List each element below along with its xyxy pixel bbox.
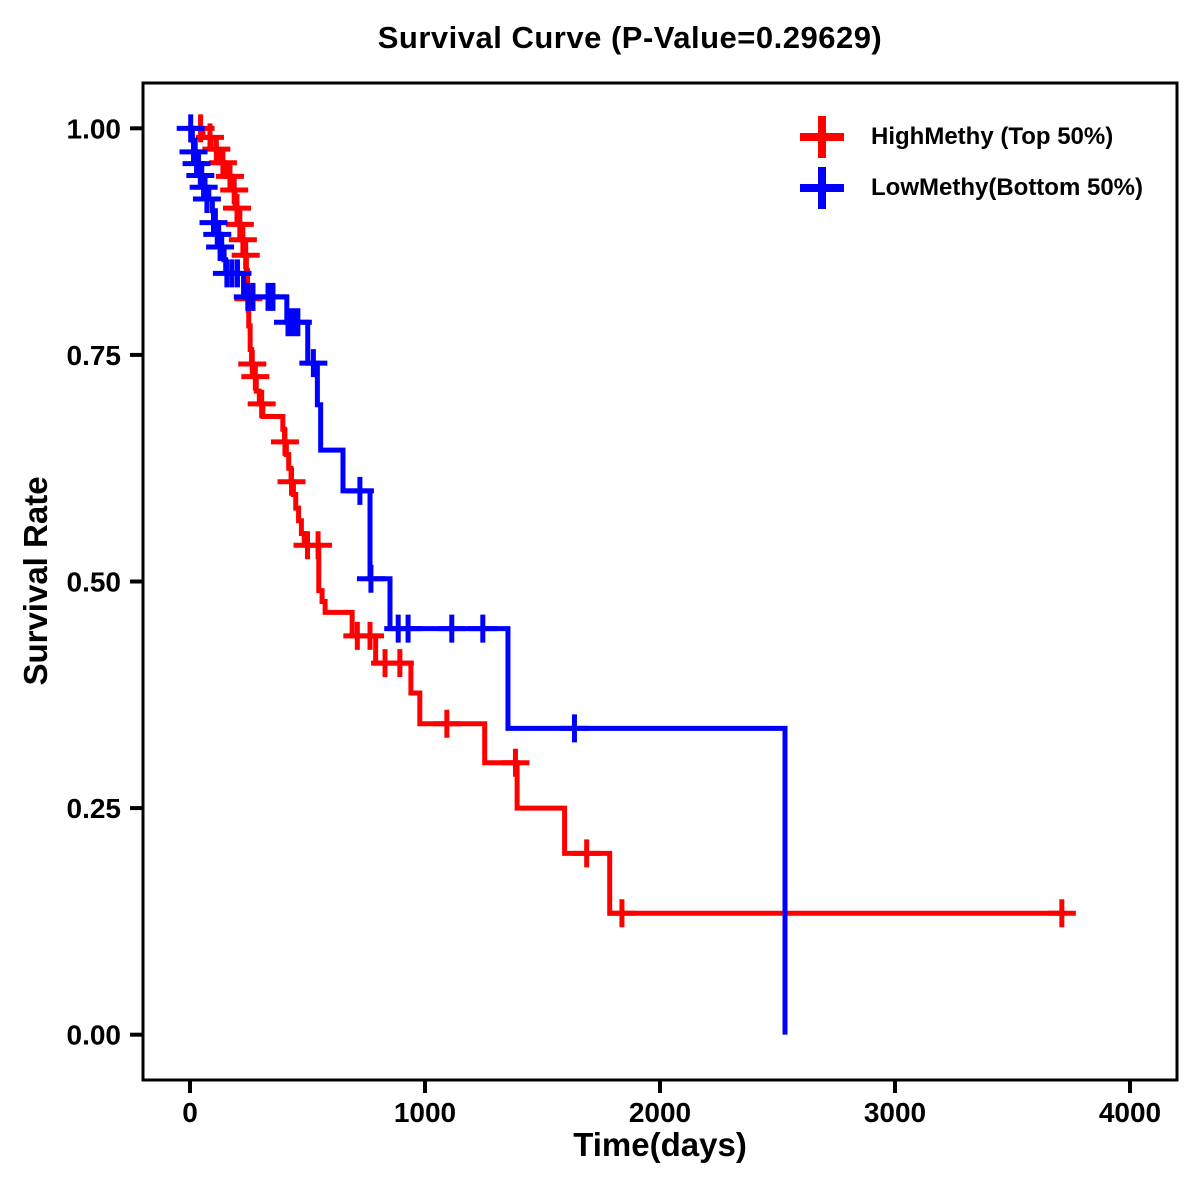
survival-curve-highmethy [190, 125, 1065, 916]
legend-item-lowmethy: LowMethy(Bottom 50%) [799, 165, 1143, 211]
censor-marks-highmethy [186, 114, 1076, 928]
x-tick-label: 3000 [864, 1097, 926, 1128]
x-tick-label: 1000 [394, 1097, 456, 1128]
legend-item-highmethy: HighMethy (Top 50%) [799, 114, 1113, 160]
x-axis-title: Time(days) [573, 1126, 747, 1163]
legend-label-highmethy: HighMethy (Top 50%) [871, 123, 1114, 150]
plus-marker-icon [800, 167, 844, 209]
y-tick-label: 0.50 [67, 567, 122, 598]
y-tick-label: 0.25 [67, 793, 122, 824]
plus-marker-stroke [800, 167, 844, 209]
panel-border [141, 81, 1179, 1082]
y-tick-label: 0.00 [67, 1020, 122, 1051]
legend-label-lowmethy: LowMethy(Bottom 50%) [871, 174, 1143, 201]
censor-marks-lowmethy [176, 114, 589, 743]
y-tick-label: 0.75 [67, 340, 122, 371]
y-tick-label: 1.00 [67, 113, 122, 144]
plus-marker-icon [800, 116, 844, 158]
x-tick-label: 0 [182, 1097, 198, 1128]
survival-curve-lowmethy [189, 125, 788, 1035]
plus-marker-stroke [800, 116, 844, 158]
chart-title: Survival Curve (P-Value=0.29629) [377, 20, 883, 55]
x-tick-label: 4000 [1099, 1097, 1161, 1128]
x-tick-label: 2000 [629, 1097, 691, 1128]
